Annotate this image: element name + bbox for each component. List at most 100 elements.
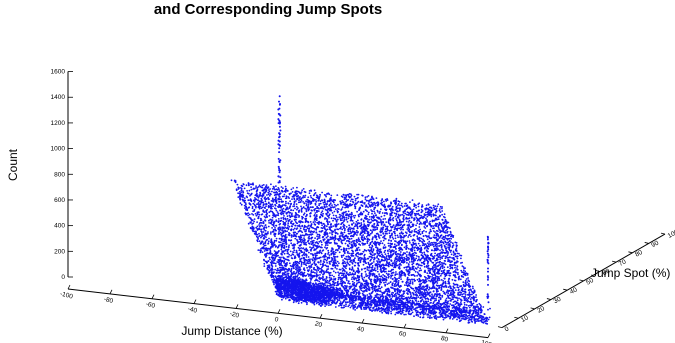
data-point <box>336 255 339 258</box>
data-point <box>429 314 431 317</box>
data-point <box>334 306 337 308</box>
data-point <box>310 202 313 205</box>
data-point <box>364 206 367 208</box>
data-point <box>433 234 436 237</box>
y-tick-label: 60 <box>601 268 611 278</box>
data-point <box>451 257 453 259</box>
data-point <box>388 232 391 235</box>
data-point <box>316 279 319 282</box>
data-point <box>411 261 413 263</box>
data-point <box>433 245 435 248</box>
data-point <box>269 188 271 190</box>
data-point <box>345 274 347 277</box>
data-point <box>384 295 387 298</box>
data-point <box>390 225 392 228</box>
data-point <box>260 207 263 210</box>
data-point <box>284 230 287 233</box>
data-point <box>354 199 357 202</box>
data-point <box>354 285 357 287</box>
data-point <box>269 233 272 235</box>
data-point <box>405 242 408 245</box>
data-point <box>416 210 418 213</box>
data-point <box>460 257 462 260</box>
data-point <box>412 288 415 290</box>
data-point <box>296 208 298 211</box>
data-point <box>299 227 302 230</box>
data-point <box>370 292 373 295</box>
data-point <box>454 279 457 282</box>
data-point <box>399 221 402 224</box>
data-point <box>333 199 336 201</box>
data-point <box>375 238 378 241</box>
data-point <box>468 289 471 291</box>
data-point <box>352 276 355 278</box>
data-point <box>295 205 298 208</box>
data-point <box>419 316 422 319</box>
data-point <box>382 236 384 239</box>
data-point <box>273 243 276 246</box>
data-point <box>314 192 317 194</box>
data-point <box>317 199 320 202</box>
data-point <box>306 273 309 275</box>
data-point <box>435 267 438 269</box>
data-point <box>276 261 279 263</box>
data-point <box>331 274 333 277</box>
data-point <box>440 270 443 273</box>
data-point <box>329 238 331 241</box>
data-point <box>395 294 397 297</box>
data-point <box>265 226 268 229</box>
data-point <box>345 206 347 209</box>
data-point <box>417 266 419 269</box>
data-point <box>443 305 446 308</box>
data-point <box>321 199 324 202</box>
data-point <box>343 220 345 223</box>
data-point <box>352 201 355 204</box>
data-point <box>268 211 271 214</box>
data-point <box>456 265 459 268</box>
data-point <box>339 227 341 230</box>
data-point <box>372 307 374 310</box>
data-point <box>455 269 457 271</box>
data-point <box>267 231 269 233</box>
data-point <box>438 279 441 281</box>
data-point <box>327 223 329 226</box>
data-point <box>393 212 396 215</box>
data-point <box>442 222 445 225</box>
data-point <box>299 236 302 239</box>
data-point <box>327 211 329 214</box>
data-point <box>440 273 443 275</box>
data-point <box>387 245 390 247</box>
data-point <box>426 277 429 280</box>
data-point <box>315 200 318 203</box>
data-point <box>326 233 329 235</box>
data-point <box>392 278 394 280</box>
data-point <box>381 311 384 314</box>
data-point <box>438 242 440 245</box>
data-point <box>322 270 325 272</box>
data-point <box>240 189 243 192</box>
data-point <box>343 211 346 214</box>
data-point <box>452 298 454 301</box>
data-point <box>292 301 295 304</box>
data-point <box>268 256 271 259</box>
y-tick-mark <box>660 232 666 235</box>
data-point <box>271 227 273 229</box>
data-point <box>409 299 412 302</box>
data-point <box>405 220 408 223</box>
data-point <box>468 295 471 298</box>
data-point <box>325 195 327 198</box>
data-point <box>364 196 367 199</box>
data-point <box>315 241 318 243</box>
data-point <box>347 210 350 213</box>
data-point <box>274 229 277 232</box>
data-point <box>338 213 341 216</box>
data-point <box>444 263 447 266</box>
data-point <box>413 219 415 222</box>
data-point <box>321 191 323 194</box>
data-point <box>314 279 316 282</box>
data-point <box>359 286 362 289</box>
data-point <box>399 214 402 216</box>
data-point <box>280 256 282 259</box>
x-tick-label: -80 <box>103 296 114 305</box>
data-point <box>372 261 375 263</box>
